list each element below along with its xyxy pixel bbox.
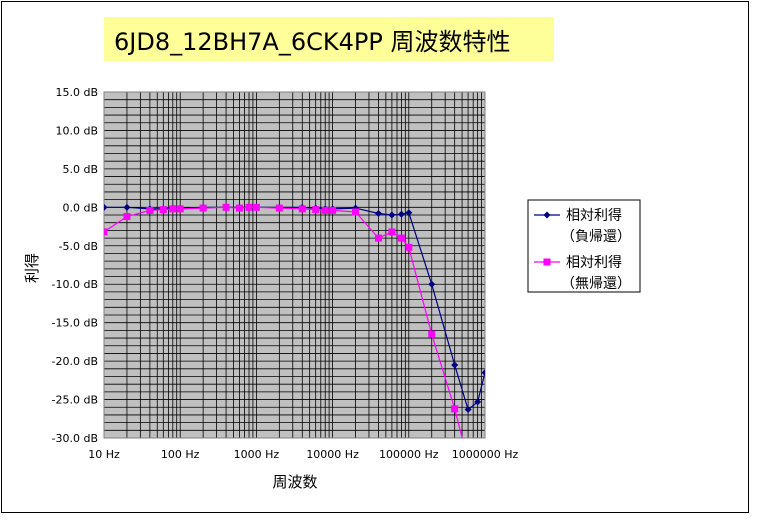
data-point-diamond [481,369,485,377]
y-axis-title: 利得 [23,253,41,283]
data-point-square [169,205,177,213]
x-tick-label: 1000000 Hz [452,448,519,461]
horizontal-gridlines [104,91,485,439]
data-point-square [298,205,306,213]
data-point-square [222,203,230,211]
y-tick-labels: 15.0 dB 10.0 dB 5.0 dB 0.0 dB -5.0 dB -10.0 d… [52,86,99,445]
data-point-diamond [374,209,382,217]
series-layer [104,203,485,438]
legend-label: （負帰還） [561,228,631,245]
data-point-square [451,405,459,413]
data-point-square [397,234,405,242]
legend-label: 相対利得 [566,207,622,224]
data-point-square [146,206,154,214]
y-tick-label: -25.0 dB [52,394,99,407]
data-point-diamond [405,209,413,217]
data-point-square [104,228,108,236]
data-point-square [159,206,167,214]
plot-area [104,92,485,438]
data-point-square [374,234,382,242]
y-tick-label: 15.0 dB [55,86,98,99]
data-point-square [329,206,337,214]
data-point-square [352,208,360,216]
y-tick-label: 5.0 dB [62,163,98,176]
legend-label: （無帰還） [561,275,631,292]
y-tick-label: -5.0 dB [59,240,99,253]
data-point-square [176,205,184,213]
legend-items: 相対利得 （負帰還） 相対利得 （無帰還） [534,207,631,292]
legend-marker-square [543,258,551,266]
data-point-square [405,243,413,251]
data-point-square [388,228,396,236]
plot-border [103,91,486,439]
x-tick-label: 1000 Hz [234,448,280,461]
data-point-square [321,206,329,214]
data-point-square [123,213,131,221]
data-point-diamond [388,211,396,219]
legend-label: 相対利得 [566,254,622,271]
x-tick-labels: 10 Hz 100 Hz 1000 Hz 10000 Hz 100000 Hz 10000… [88,448,518,461]
data-point-diamond [104,203,108,211]
data-point-square [428,330,436,338]
data-point-square [252,203,260,211]
data-point-square [199,204,207,212]
data-point-diamond [397,210,405,218]
y-tick-label: -15.0 dB [52,317,99,330]
data-point-square [312,206,320,214]
data-point-diamond [451,361,459,369]
x-tick-label: 100000 Hz [379,448,439,461]
y-tick-label: 10.0 dB [55,124,98,137]
x-tick-label: 10000 Hz [306,448,359,461]
x-tick-label: 10 Hz [88,448,120,461]
legend-marker-diamond [543,211,551,219]
y-tick-label: -20.0 dB [52,355,99,368]
data-point-square [235,204,243,212]
data-point-square [275,204,283,212]
vertical-gridlines [103,92,482,438]
data-point-square [245,203,253,211]
data-point-diamond [464,406,472,414]
x-axis-title: 周波数 [272,473,317,491]
y-tick-label: 0.0 dB [62,201,98,214]
x-tick-label: 100 Hz [161,448,200,461]
legend: 相対利得 （負帰還） 相対利得 （無帰還） [527,199,641,293]
chart-title: 6JD8_12BH7A_6CK4PP 周波数特性 [114,28,510,56]
data-point-diamond [474,398,482,406]
title-box [104,17,554,61]
y-tick-label: -30.0 dB [52,432,99,445]
data-point-diamond [123,203,131,211]
data-point-diamond [428,280,436,288]
y-tick-label: -10.0 dB [52,278,99,291]
